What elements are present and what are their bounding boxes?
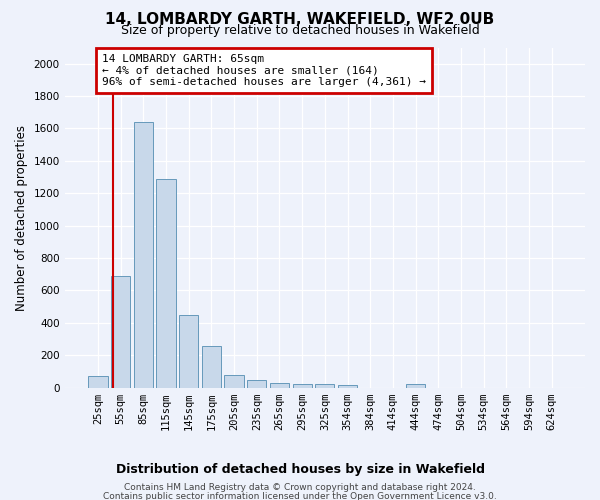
Text: 14, LOMBARDY GARTH, WAKEFIELD, WF2 0UB: 14, LOMBARDY GARTH, WAKEFIELD, WF2 0UB <box>106 12 494 28</box>
Bar <box>224 374 244 388</box>
Text: Distribution of detached houses by size in Wakefield: Distribution of detached houses by size … <box>115 462 485 475</box>
Bar <box>406 384 425 388</box>
Bar <box>88 376 107 388</box>
Text: Contains public sector information licensed under the Open Government Licence v3: Contains public sector information licen… <box>103 492 497 500</box>
Bar <box>338 385 357 388</box>
Bar <box>111 276 130 388</box>
Bar <box>157 178 176 388</box>
Text: Contains HM Land Registry data © Crown copyright and database right 2024.: Contains HM Land Registry data © Crown c… <box>124 483 476 492</box>
Bar <box>202 346 221 388</box>
Bar <box>270 383 289 388</box>
Bar <box>315 384 334 388</box>
Bar <box>134 122 153 388</box>
Y-axis label: Number of detached properties: Number of detached properties <box>15 124 28 310</box>
Text: 14 LOMBARDY GARTH: 65sqm
← 4% of detached houses are smaller (164)
96% of semi-d: 14 LOMBARDY GARTH: 65sqm ← 4% of detache… <box>102 54 426 87</box>
Bar <box>293 384 312 388</box>
Bar <box>247 380 266 388</box>
Bar <box>179 315 199 388</box>
Text: Size of property relative to detached houses in Wakefield: Size of property relative to detached ho… <box>121 24 479 37</box>
